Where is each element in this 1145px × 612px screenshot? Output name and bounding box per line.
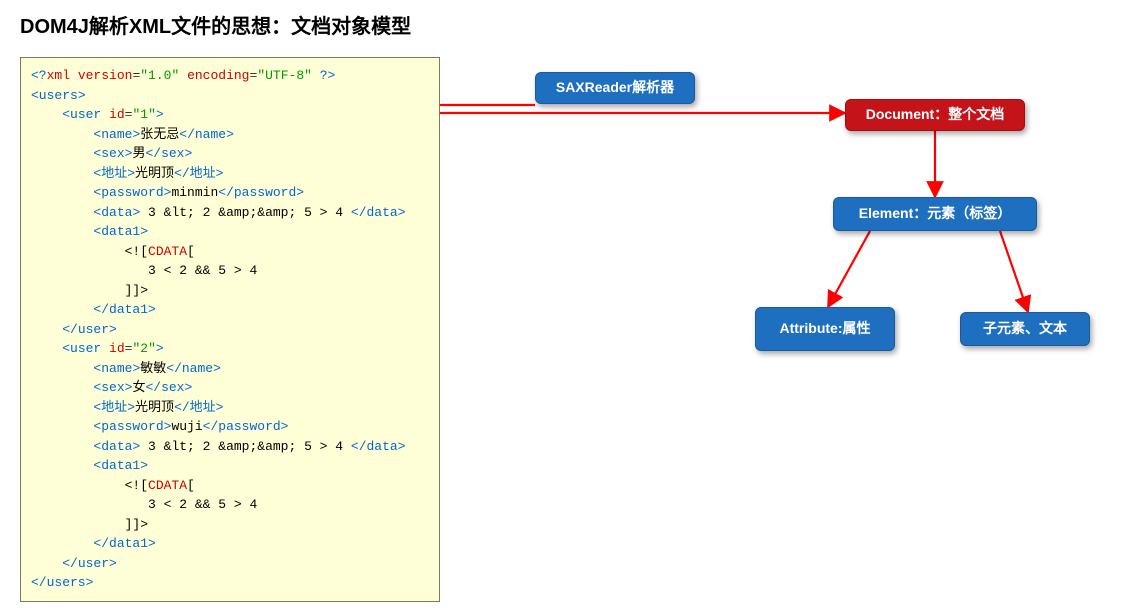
node-sax: SAXReader解析器 xyxy=(535,72,695,104)
node-child: 子元素、文本 xyxy=(960,312,1090,346)
node-doc: Document：整个文档 xyxy=(845,99,1025,131)
dom-tree-diagram: SAXReader解析器 Document：整个文档 Element：元素（标签） A… xyxy=(440,57,1125,577)
node-attribute: Attribute:属性 xyxy=(755,307,895,351)
xml-code-panel: <?xml version="1.0" encoding="UTF-8" ?> … xyxy=(20,57,440,602)
main-row: <?xml version="1.0" encoding="UTF-8" ?> … xyxy=(20,57,1125,602)
edge-element-attribute xyxy=(828,231,870,307)
page-title: DOM4J解析XML文件的思想：文档对象模型 xyxy=(20,10,1125,39)
edge-element-child xyxy=(1000,231,1028,312)
node-element: Element：元素（标签） xyxy=(833,197,1037,231)
